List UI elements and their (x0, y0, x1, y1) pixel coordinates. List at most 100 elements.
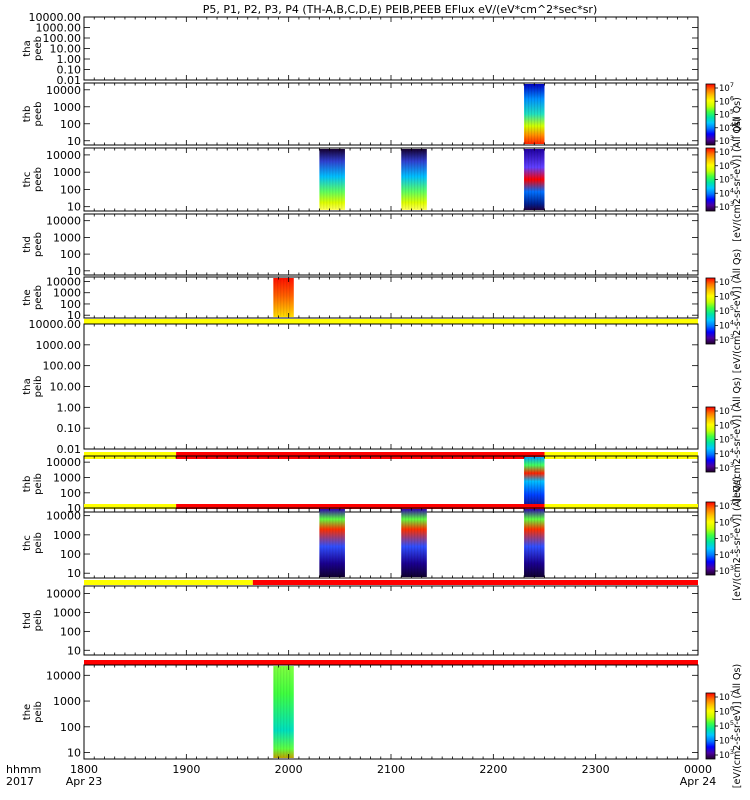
panel-ylabel: thd peib (22, 610, 44, 632)
panel-ylabel: tha peib (22, 376, 44, 398)
colorbar-tick-exponent: 6 (730, 515, 734, 523)
y-tick-label: 100 (60, 487, 81, 500)
colorbar-label: [eV/(cm2-s-sr-eV)] (All Qs) (732, 476, 743, 600)
y-tick-label: 0.10 (57, 64, 82, 77)
panel-ylabel: thc peeb (22, 167, 44, 192)
x-tick-label: 1900 (172, 763, 200, 776)
panel-frame (83, 507, 699, 579)
colorbar-tick-exponent: 7 (730, 145, 734, 153)
colorbar-tick-exponent: 3 (730, 333, 734, 341)
panel-ylabel-probe: tha (22, 40, 33, 56)
y-tick-label: 10 (67, 644, 81, 657)
x-tick-sublabel: Apr 23 (66, 775, 103, 788)
colorbar-tick-exponent: 7 (730, 499, 734, 507)
colorbar-tick-exponent: 5 (730, 304, 734, 312)
panel-frame (83, 147, 699, 212)
chart-title: P5, P1, P2, P3, P4 (TH-A,B,C,D,E) PEIB,P… (203, 3, 598, 16)
colorbar-tick-exponent: 3 (730, 200, 734, 208)
colorbar-tick-exponent: 3 (730, 564, 734, 572)
y-tick-label: 10 (67, 265, 81, 278)
colorbar-tick-exponent: 4 (730, 186, 734, 194)
y-tick-label: 100 (60, 721, 81, 734)
panel-ylabel-product: peeb (33, 285, 44, 310)
y-tick-label: 10 (67, 135, 81, 148)
y-tick-label: 100 (60, 118, 81, 131)
y-tick-label: 1.00 (57, 53, 82, 66)
panel-thb_peeb: 10000 1000 100 10 thb peeb (22, 82, 699, 148)
y-tick-label: 10000 (46, 84, 81, 97)
spectrogram-block (401, 149, 427, 210)
y-tick-label: 0.10 (57, 422, 82, 435)
panel-ylabel: thb peeb (22, 102, 44, 127)
y-tick-label: 10 (67, 502, 81, 515)
colorbar-strip (705, 147, 716, 212)
y-tick-label: 100.00 (43, 32, 82, 45)
panel-frame (83, 82, 699, 146)
panel-ylabel-product: peib (33, 701, 44, 723)
y-tick-label: 1000 (53, 695, 81, 708)
y-tick-label: 10.00 (50, 43, 82, 56)
y-tick-label: 10.00 (50, 381, 82, 394)
panel-ylabel-probe: the (22, 704, 33, 720)
colorbar-tick-exponent: 5 (730, 532, 734, 540)
panel-frame (83, 276, 699, 319)
colorbar-tick-exponent: 4 (730, 548, 734, 556)
colorbar-tick-exponent: 5 (730, 719, 734, 727)
panel-ylabel: thc peib (22, 532, 44, 554)
spectrogram-block (524, 149, 545, 210)
y-tick-label: 0.01 (57, 74, 82, 87)
panel-ylabel-probe: thd (22, 236, 33, 253)
y-tick-label: 10000.00 (29, 318, 82, 331)
y-tick-label: 100 (60, 548, 81, 561)
y-tick-label: 1000 (53, 471, 81, 484)
y-tick-label: 10000.00 (29, 11, 82, 24)
colorbar-tick-exponent: 4 (730, 734, 734, 742)
quality-flag-bar (252, 580, 698, 585)
panel-thc_peib: 10000 1000 100 10 thc peib (22, 504, 699, 580)
spectrogram-block (524, 509, 545, 577)
colorbar-tick-exponent: 7 (730, 690, 734, 698)
x-tick-label: 0000 (684, 763, 712, 776)
y-tick-label: 100.00 (43, 360, 82, 373)
spectrogram-block (273, 278, 294, 317)
quality-flag-bar (84, 319, 698, 324)
y-tick-label: 100 (60, 183, 81, 196)
y-tick-label: 10000 (46, 149, 81, 162)
colorbar-label: [eV/(cm2-s-sr-eV)] (All Qs) (732, 117, 743, 241)
panel-frame (83, 213, 699, 276)
panel-frame (83, 664, 699, 760)
panel-tha_peib: 10000.00 1000.00 100.00 10.00 1.00 0.10 0.01 th… (22, 318, 699, 456)
y-tick-label: 1000 (53, 287, 81, 300)
y-tick-label: 100 (60, 298, 81, 311)
colorbar-tick-exponent: 7 (730, 81, 734, 89)
colorbar-strip (705, 83, 716, 146)
colorbar-label: [eV/(cm2-s-sr-eV)] (All Qs) (732, 377, 743, 501)
panel-ylabel: the peib (22, 701, 44, 723)
colorbar-tick-exponent: 3 (730, 134, 734, 142)
spectrogram-block (524, 457, 545, 511)
colorbar-label: [eV/(cm2-s-sr-eV)] (All Qs) (732, 664, 743, 788)
x-tick-label: 2300 (582, 763, 610, 776)
panel-frame (83, 585, 699, 656)
colorbar-tick-exponent: 4 (730, 447, 734, 455)
colorbar-tick-exponent: 4 (730, 319, 734, 327)
panel-ylabel-probe: the (22, 289, 33, 305)
colorbar-tick-exponent: 3 (730, 748, 734, 756)
colorbar-tick-exponent: 6 (730, 705, 734, 713)
panel-thd_peeb: 10000 1000 100 10 thd peeb (22, 213, 699, 278)
panel-thc_peeb: 10000 1000 100 10 thc peeb (22, 147, 699, 214)
colorbar-tick-exponent: 6 (730, 159, 734, 167)
quality-flag-bar (176, 504, 545, 509)
y-tick-label: 10 (67, 567, 81, 580)
colorbar-tick-exponent: 5 (730, 173, 734, 181)
x-axis-label-year: 2017 (6, 775, 34, 788)
panel-the_peib: 10000 1000 100 10 the peib (22, 660, 699, 760)
